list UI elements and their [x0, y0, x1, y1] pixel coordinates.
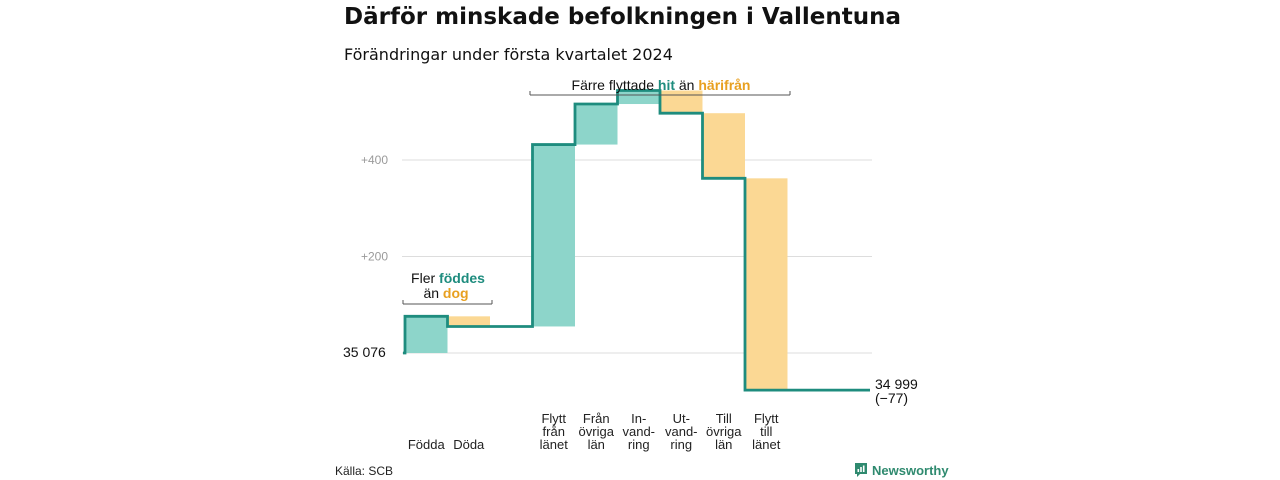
- brand-name: Newsworthy: [872, 462, 949, 478]
- end-value-label: 34 999: [875, 376, 918, 392]
- category-label: från: [543, 424, 565, 439]
- waterfall-bar: [532, 144, 575, 327]
- category-label: Från: [583, 411, 610, 426]
- category-label: övriga: [706, 424, 742, 439]
- category-label: In-: [631, 411, 646, 426]
- category-label: Födda: [408, 437, 446, 452]
- category-label: Ut-: [673, 411, 690, 426]
- category-label: övriga: [579, 424, 615, 439]
- cumulative-step-line: [403, 89, 870, 392]
- waterfall-bar: [405, 316, 448, 353]
- category-label: vand-: [622, 424, 655, 439]
- newsworthy-icon: [855, 463, 867, 477]
- waterfall-bar: [575, 104, 618, 145]
- waterfall-bar: [702, 113, 745, 179]
- category-label: till: [760, 424, 772, 439]
- category-label: Till: [716, 411, 732, 426]
- brand-logo: Newsworthy: [854, 462, 949, 478]
- waterfall-bar: [660, 90, 703, 114]
- category-label: vand-: [665, 424, 698, 439]
- annotation-migration: Färre flyttade hit än härifrån: [572, 77, 751, 93]
- source-note: Källa: SCB: [335, 464, 394, 478]
- annotation-births-line2: än dog: [423, 285, 468, 301]
- category-label: län: [588, 437, 605, 452]
- start-value-label: 35 076: [343, 344, 386, 360]
- end-change-label: (−77): [875, 390, 908, 406]
- y-tick-label: +400: [361, 153, 388, 167]
- category-label: Flytt: [541, 411, 566, 426]
- waterfall-bar: [447, 316, 490, 327]
- category-label: Döda: [453, 437, 485, 452]
- category-label: ring: [628, 437, 650, 452]
- annotation-births-line1: Fler föddes: [411, 270, 485, 286]
- waterfall-bar: [617, 90, 660, 105]
- category-label: ring: [670, 437, 692, 452]
- category-label: län: [715, 437, 732, 452]
- chart-title: Därför minskade befolkningen i Vallentun…: [344, 4, 901, 30]
- category-label: länet: [752, 437, 781, 452]
- chart-subtitle: Förändringar under första kvartalet 2024: [344, 45, 673, 64]
- category-label: länet: [540, 437, 569, 452]
- category-label: Flytt: [754, 411, 779, 426]
- waterfall-bar: [745, 178, 788, 391]
- y-tick-label: +200: [361, 250, 388, 264]
